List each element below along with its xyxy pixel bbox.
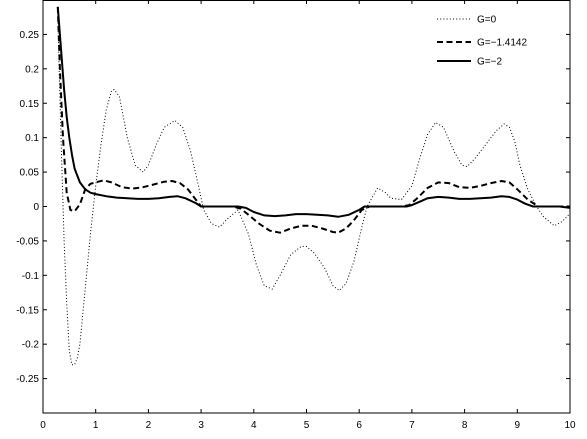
legend: G=0 G=−1.4142 G=−2: [433, 7, 563, 68]
y-tick-label: -0.15: [16, 305, 39, 316]
y-tick-label: -0.2: [22, 340, 40, 351]
y-tick-label: 0.05: [20, 168, 40, 179]
y-tick-label: 0.2: [25, 64, 39, 75]
legend-label-0: G=0: [477, 15, 497, 26]
x-tick-label: 10: [564, 420, 576, 431]
legend-label-1: G=−1.4142: [477, 38, 527, 49]
y-tick-label: -0.1: [22, 271, 40, 282]
series-line-1: [56, 6, 570, 234]
x-tick-label: 9: [515, 420, 521, 431]
legend-label-2: G=−2: [477, 57, 502, 68]
y-tick-label: -0.25: [16, 374, 39, 385]
x-tick-label: 5: [304, 420, 310, 431]
y-tick-label: 0: [33, 202, 39, 213]
x-tick-label: 0: [40, 420, 46, 431]
y-tick-label: 0.25: [20, 30, 40, 41]
x-tick-label: 4: [251, 420, 257, 431]
axes: 0 1 2 3 4 5 6 7 8 9 10 -0.25 -0.2 -0.15 -0.1 -0.05 0 0.05…: [16, 0, 576, 431]
series-line-2: [56, 6, 570, 218]
x-tick-label: 6: [356, 420, 362, 431]
y-tick-label: -0.05: [16, 236, 39, 247]
series-group: [56, 6, 570, 366]
x-tick-label: 8: [462, 420, 468, 431]
legend-box: [433, 7, 563, 65]
x-tick-label: 3: [198, 420, 204, 431]
x-tick-label: 2: [146, 420, 152, 431]
x-tick-label: 1: [93, 420, 99, 431]
y-tick-label: 0.1: [25, 133, 39, 144]
y-tick-label: 0.15: [20, 99, 40, 110]
x-tick-label: 7: [409, 420, 415, 431]
